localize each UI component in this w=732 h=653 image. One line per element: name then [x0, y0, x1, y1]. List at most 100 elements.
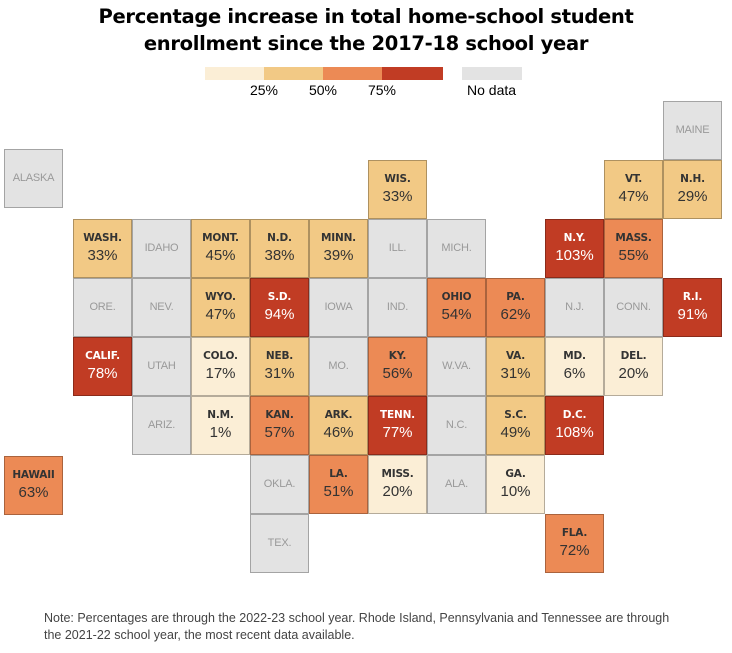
state-value-label: 17%	[205, 365, 236, 382]
state-label: MO.	[328, 360, 349, 372]
state-value-label: 78%	[87, 365, 118, 382]
tile-grid-map: ALASKA MAINE WIS. 33% VT. 47% N.H. 29% WASH. 33% I…	[4, 101, 722, 573]
state-label: LA.	[329, 468, 348, 480]
state-tile-ala: ALA.	[427, 455, 486, 514]
state-tile-va: VA. 31%	[486, 337, 545, 396]
state-label: W.VA.	[442, 360, 471, 372]
state-tile-nev: NEV.	[132, 278, 191, 337]
state-label: PA.	[506, 291, 525, 303]
state-tile-r-i: R.I. 91%	[663, 278, 722, 337]
state-tile-maine: MAINE	[663, 101, 722, 160]
state-tile-tex: TEX.	[250, 514, 309, 573]
chart-title-line-2: enrollment since the 2017-18 school year	[143, 32, 589, 55]
state-label: OHIO	[441, 291, 472, 303]
state-tile-wis: WIS. 33%	[368, 160, 427, 219]
state-label: MONT.	[202, 232, 239, 244]
state-tile-mo: MO.	[309, 337, 368, 396]
state-label: NEB.	[265, 350, 294, 362]
state-tile-fla: FLA. 72%	[545, 514, 604, 573]
state-label: COLO.	[203, 350, 238, 362]
state-label: ORE.	[89, 301, 116, 313]
state-tile-neb: NEB. 31%	[250, 337, 309, 396]
state-tile-hawaii: HAWAII 63%	[4, 456, 63, 515]
state-value-label: 46%	[323, 424, 354, 441]
chart-title: Percentage increase in total home-school…	[0, 3, 732, 57]
state-tile-s-c: S.C. 49%	[486, 396, 545, 455]
state-value-label: 20%	[618, 365, 649, 382]
state-label: S.D.	[267, 291, 292, 303]
state-label: N.M.	[207, 409, 234, 421]
state-tile-ohio: OHIO 54%	[427, 278, 486, 337]
state-tile-la: LA. 51%	[309, 455, 368, 514]
state-tile-ga: GA. 10%	[486, 455, 545, 514]
state-tile-n-j: N.J.	[545, 278, 604, 337]
state-label: KAN.	[265, 409, 294, 421]
state-tile-ore: ORE.	[73, 278, 132, 337]
state-value-label: 56%	[382, 365, 413, 382]
state-value-label: 31%	[264, 365, 295, 382]
state-tile-pa: PA. 62%	[486, 278, 545, 337]
state-value-label: 47%	[618, 188, 649, 205]
state-tile-utah: UTAH	[132, 337, 191, 396]
legend-tick-50: 50%	[308, 82, 338, 98]
state-label: MISS.	[381, 468, 414, 480]
state-tile-idaho: IDAHO	[132, 219, 191, 278]
state-tile-mont: MONT. 45%	[191, 219, 250, 278]
legend-swatch-0-25	[205, 67, 264, 80]
legend-swatch-no-data	[462, 67, 522, 80]
state-value-label: 39%	[323, 247, 354, 264]
state-value-label: 10%	[500, 483, 531, 500]
state-value-label: 49%	[500, 424, 531, 441]
state-label: DEL.	[620, 350, 647, 362]
state-label: IND.	[386, 301, 409, 313]
state-label: GA.	[505, 468, 526, 480]
state-value-label: 1%	[209, 424, 232, 441]
state-tile-n-y: N.Y. 103%	[545, 219, 604, 278]
state-tile-ariz: ARIZ.	[132, 396, 191, 455]
state-value-label: 94%	[264, 306, 295, 323]
state-label: MD.	[563, 350, 586, 362]
state-value-label: 47%	[205, 306, 236, 323]
state-label: MINN.	[321, 232, 356, 244]
state-label: OKLA.	[263, 478, 296, 490]
state-value-label: 33%	[87, 247, 118, 264]
state-label: VT.	[624, 173, 643, 185]
state-label: D.C.	[562, 409, 587, 421]
state-tile-colo: COLO. 17%	[191, 337, 250, 396]
state-value-label: 108%	[555, 424, 594, 441]
state-label: FLA.	[561, 527, 588, 539]
state-label: WYO.	[205, 291, 236, 303]
state-label: N.Y.	[563, 232, 586, 244]
state-label: ALA.	[444, 478, 469, 490]
state-tile-s-d: S.D. 94%	[250, 278, 309, 337]
state-tile-n-h: N.H. 29%	[663, 160, 722, 219]
legend-tick-75: 75%	[367, 82, 397, 98]
state-tile-ky: KY. 56%	[368, 337, 427, 396]
state-tile-ill: ILL.	[368, 219, 427, 278]
state-value-label: 57%	[264, 424, 295, 441]
state-tile-alaska: ALASKA	[4, 149, 63, 208]
state-label: VA.	[505, 350, 526, 362]
state-tile-n-d: N.D. 38%	[250, 219, 309, 278]
legend-swatch-75-plus	[382, 67, 443, 80]
state-label: N.C.	[445, 419, 468, 431]
state-value-label: 45%	[205, 247, 236, 264]
state-label: KY.	[388, 350, 407, 362]
state-tile-miss: MISS. 20%	[368, 455, 427, 514]
state-label: UTAH	[147, 360, 176, 372]
state-label: N.J.	[565, 301, 584, 313]
chart-title-line-1: Percentage increase in total home-school…	[98, 5, 634, 28]
state-tile-wash: WASH. 33%	[73, 219, 132, 278]
state-value-label: 62%	[500, 306, 531, 323]
state-tile-tenn: TENN. 77%	[368, 396, 427, 455]
state-tile-okla: OKLA.	[250, 455, 309, 514]
state-label: S.C.	[504, 409, 527, 421]
state-label: R.I.	[682, 291, 703, 303]
state-value-label: 77%	[382, 424, 413, 441]
state-label: CALIF.	[85, 350, 120, 362]
state-tile-conn: CONN.	[604, 278, 663, 337]
state-value-label: 72%	[559, 542, 590, 559]
state-value-label: 20%	[382, 483, 413, 500]
state-value-label: 31%	[500, 365, 531, 382]
legend-swatch-25-50	[264, 67, 323, 80]
